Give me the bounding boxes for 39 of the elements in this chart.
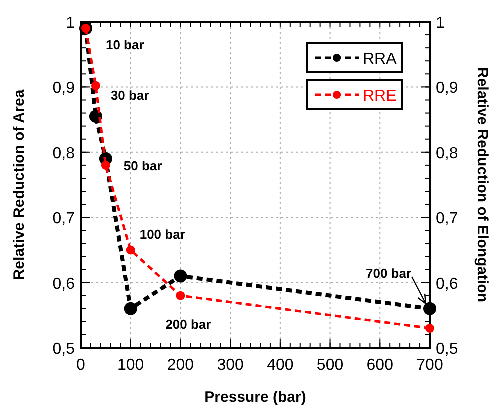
annotation: 30 bar (110, 88, 150, 103)
x-tick-label: 300 (217, 357, 244, 374)
annotation: 10 bar (106, 38, 144, 53)
x-tick-label: 200 (167, 357, 194, 374)
point (126, 246, 136, 255)
point (91, 81, 100, 90)
annotation: 700 bar (366, 266, 412, 281)
y-tick-label: 0,5 (52, 341, 76, 358)
annotation: 50 bar (124, 158, 162, 174)
y2-tick-label: 1 (436, 15, 445, 32)
legend-label: RRA (363, 51, 398, 68)
point (101, 160, 110, 170)
y2-tick-label: 0,9 (436, 80, 458, 98)
x-tick-label: 400 (267, 357, 294, 374)
y2-tick-label: 0,8 (436, 145, 458, 162)
y2-tick-label: 0,5 (436, 341, 458, 358)
x-tick-label: 100 (118, 357, 144, 374)
y-tick-label: 1 (66, 15, 76, 32)
y2-tick-label: 0,6 (436, 276, 458, 293)
y-tick-label: 0,9 (52, 80, 76, 98)
point (426, 324, 434, 333)
point (174, 270, 188, 283)
point (124, 302, 138, 316)
x-tick-label: 0 (76, 357, 86, 374)
y2-axis-title: Relative Reduction of Elongation (474, 67, 491, 303)
point (176, 291, 186, 300)
point (424, 302, 436, 316)
y-tick-label: 0,6 (52, 276, 76, 293)
x-tick-label: 700 (416, 357, 444, 374)
x-axis-title: Pressure (bar) (204, 389, 306, 406)
y-tick-label: 0,8 (52, 145, 76, 162)
y2-tick-label: 0,7 (436, 210, 458, 228)
x-tick-label: 600 (366, 357, 394, 374)
annotation: 200 bar (166, 316, 212, 332)
y-axis-title: Relative Reduction of Area (11, 89, 28, 280)
x-tick-label: 500 (316, 357, 344, 374)
legend-label: RRE (363, 88, 397, 105)
y-tick-label: 0,7 (52, 210, 76, 228)
annotation: 100 bar (140, 227, 186, 242)
